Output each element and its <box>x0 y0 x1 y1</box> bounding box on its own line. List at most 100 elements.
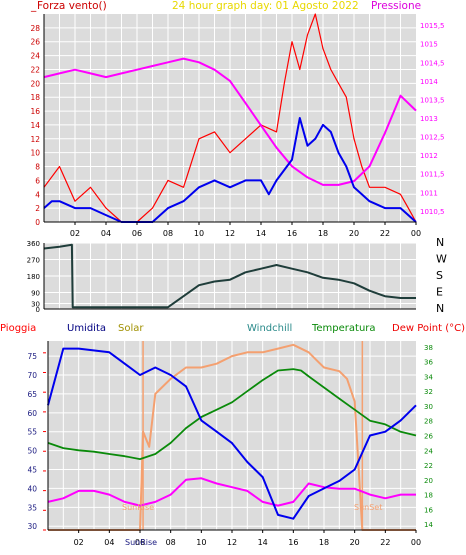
hour-tick-label: 14 <box>256 229 266 238</box>
temperature-tick-label: 18 <box>424 492 433 500</box>
sunrise-label-upper: SunRise <box>122 503 154 512</box>
pressure-tick-label: 1015,5 <box>420 22 445 30</box>
legend-item: Solar <box>118 323 144 334</box>
hour-tick-label: 02 <box>70 229 80 238</box>
direction-tick-label: 0 <box>36 306 40 314</box>
chart-title: 24 hour graph day: 01 Agosto 2022 <box>172 0 359 12</box>
panel1-series <box>43 13 417 223</box>
direction-tick-label: 30 <box>31 301 40 309</box>
temperature-tick-label: 32 <box>424 388 433 396</box>
humidity-tick-label: 30 <box>27 522 37 531</box>
hour-tick-label: 04 <box>101 229 111 238</box>
direction-tick-label: 270 <box>27 257 40 265</box>
compass-label: E <box>436 286 443 299</box>
temperature-tick-label: 16 <box>424 506 433 514</box>
wind-tick-label: 8 <box>35 163 40 172</box>
humidity-tick-label: 60 <box>27 409 37 418</box>
wind-direction-line <box>43 243 416 309</box>
wind-axis-label-prefix: _ <box>30 0 37 12</box>
rain-axis-ticks <box>43 352 46 531</box>
wind-tick-label: 0 <box>35 218 40 227</box>
humidity-tick-label: 40 <box>27 484 37 493</box>
wind-tick-label: 26 <box>30 38 40 47</box>
pressure-axis-ticks: 1010,5 1011 1011,5 1012 1012,5 1013 1013,5 1014… <box>420 22 445 216</box>
hour-tick-label: 22 <box>380 229 390 238</box>
hour-tick-label: 12 <box>225 229 235 238</box>
compass-label: S <box>436 269 443 282</box>
hour-tick-label: 06 <box>135 538 145 547</box>
direction-tick-label: 90 <box>31 290 40 298</box>
temperature-tick-label: 36 <box>424 359 433 367</box>
panel1-grid <box>44 14 416 223</box>
hour-tick-label: 22 <box>380 538 390 547</box>
wind-tick-label: 24 <box>30 52 40 61</box>
humidity-tick-label: 45 <box>27 466 37 475</box>
wind-tick-label: 10 <box>30 149 40 158</box>
temperature-tick-label: 22 <box>424 462 433 470</box>
hour-tick-label: 04 <box>104 538 114 547</box>
weather-panel: Pioggia Umidita Solar Windchill Temperatura D… <box>0 323 465 547</box>
sunrise-label-axis: SunRise <box>125 538 157 547</box>
temperature-tick-label: 28 <box>424 418 433 426</box>
wind-tick-label: 12 <box>30 135 40 144</box>
panel3-hour-ticks: 02 04 06 08 10 12 14 16 18 20 22 00 <box>74 530 421 547</box>
legend-item: Temperatura <box>311 323 376 334</box>
wind-tick-label: 28 <box>30 24 40 33</box>
hour-tick-label: 12 <box>227 538 237 547</box>
compass-label: N <box>436 302 444 315</box>
hour-tick-label: 08 <box>163 229 173 238</box>
hour-tick-label: 02 <box>74 538 84 547</box>
hour-tick-label: 10 <box>194 229 204 238</box>
hour-tick-label: 14 <box>258 538 268 547</box>
direction-tick-label: 180 <box>27 273 40 281</box>
direction-axis-ticks: 030 90 180 270 360 <box>27 240 40 314</box>
temperature-line <box>47 368 417 461</box>
hour-tick-label: 10 <box>196 538 206 547</box>
hour-tick-label: 08 <box>166 538 176 547</box>
wind-tick-label: 4 <box>35 190 40 199</box>
wind-tick-label: 16 <box>30 107 40 116</box>
pressure-tick-label: 1012,5 <box>420 134 445 142</box>
temperature-tick-label: 24 <box>424 447 433 455</box>
weather-legend: Pioggia Umidita Solar Windchill Temperatura D… <box>0 323 465 334</box>
panel2-series <box>43 243 416 310</box>
humidity-tick-label: 50 <box>27 447 37 456</box>
legend-item: Pioggia <box>0 323 36 334</box>
pressure-tick-label: 1012 <box>420 152 438 160</box>
humidity-tick-label: 75 <box>27 352 37 361</box>
hour-tick-label: 16 <box>287 229 297 238</box>
pressure-axis-label: Pressione <box>371 0 421 12</box>
pressure-line <box>43 57 417 186</box>
humidity-tick-label: 35 <box>27 503 37 512</box>
legend-item: Dew Point (°C) <box>392 323 465 334</box>
pressure-tick-label: 1011 <box>420 189 438 197</box>
wind-axis-label: Forza vento() <box>37 0 107 12</box>
wind-tick-label: 2 <box>35 204 40 213</box>
humidity-axis-ticks: 30 35 40 45 50 55 60 65 70 75 <box>27 352 37 531</box>
pressure-tick-label: 1013,5 <box>420 96 445 104</box>
humidity-tick-label: 55 <box>27 428 37 437</box>
dewpoint-line <box>47 477 416 507</box>
hour-tick-label: 20 <box>349 229 359 238</box>
compass-label: N <box>436 236 444 249</box>
solar-line <box>48 343 416 531</box>
wind-tick-label: 18 <box>30 93 40 102</box>
legend-item: Windchill <box>247 323 292 334</box>
hour-tick-label: 18 <box>319 538 329 547</box>
temperature-axis-ticks: 14 16 18 20 22 24 26 28 30 32 34 36 38 <box>424 344 433 529</box>
temperature-tick-label: 34 <box>424 373 433 381</box>
wind-average-line <box>43 117 417 223</box>
temperature-tick-label: 20 <box>424 477 433 485</box>
hour-tick-label: 06 <box>132 229 142 238</box>
wind-tick-label: 22 <box>30 65 40 74</box>
pressure-tick-label: 1015 <box>420 41 438 49</box>
compass-label: W <box>436 253 447 266</box>
temperature-tick-label: 38 <box>424 344 433 352</box>
wind-tick-label: 20 <box>30 79 40 88</box>
panel1-hour-ticks: 02 04 06 08 10 12 14 16 18 20 22 00 <box>70 222 421 238</box>
